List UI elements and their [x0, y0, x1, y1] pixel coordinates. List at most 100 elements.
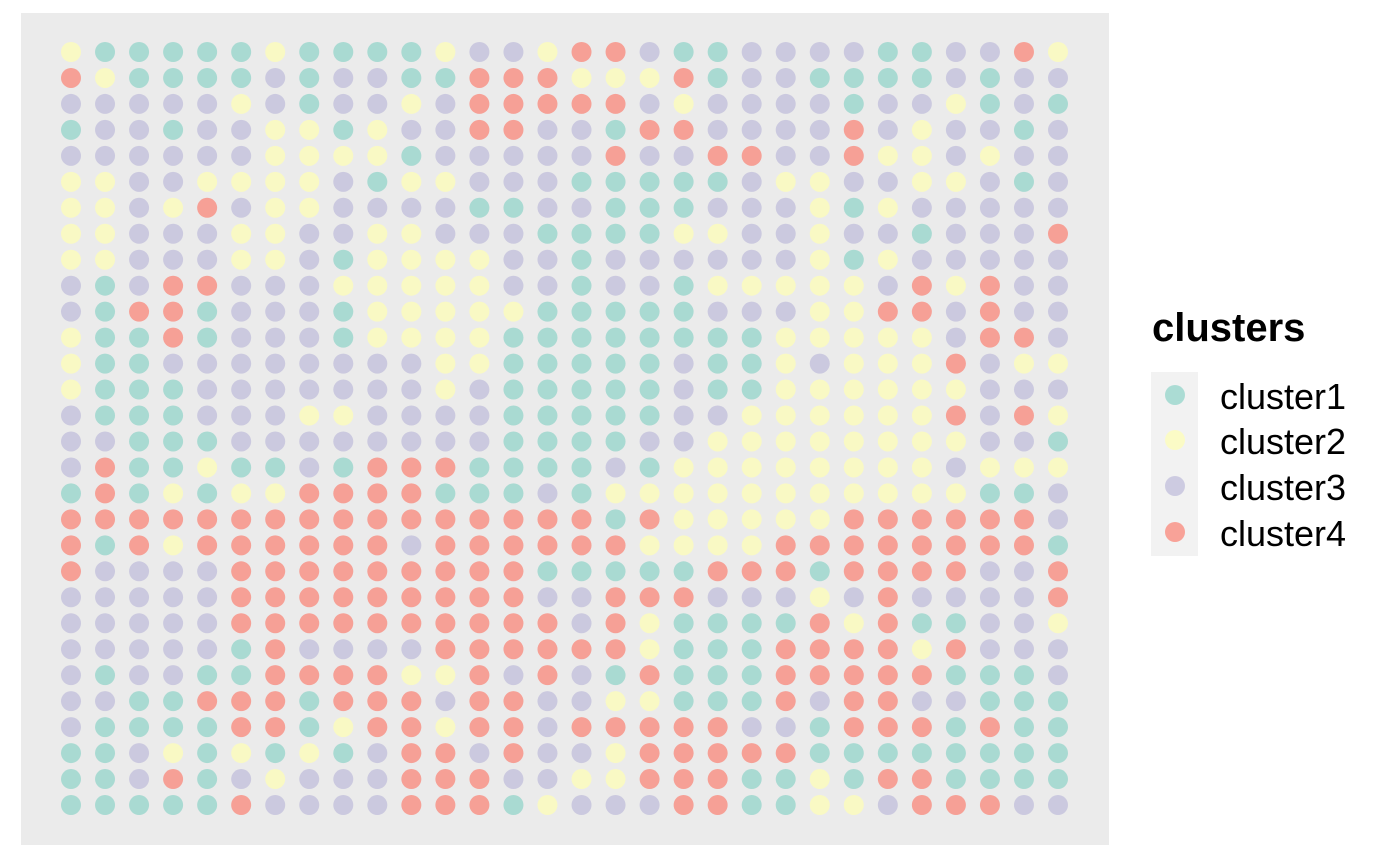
- spot-point-cluster3: [333, 431, 354, 452]
- spot-point-cluster4: [1013, 42, 1034, 62]
- spot-point-cluster4: [843, 561, 864, 582]
- spot-point-cluster3: [945, 457, 966, 478]
- spot-point-cluster3: [61, 717, 81, 738]
- spot-point-cluster3: [95, 145, 116, 166]
- spot-point-cluster1: [129, 42, 150, 62]
- spot-point-cluster3: [775, 67, 796, 88]
- spot-point-cluster3: [95, 587, 116, 608]
- spot-point-cluster4: [469, 119, 490, 140]
- spot-point-cluster1: [503, 353, 524, 374]
- spot-point-cluster2: [401, 249, 422, 270]
- spot-point-cluster4: [673, 743, 694, 764]
- spot-point-cluster2: [639, 639, 660, 660]
- spot-point-cluster2: [843, 483, 864, 504]
- spot-point-cluster2: [265, 42, 286, 62]
- spot-point-cluster4: [911, 717, 932, 738]
- spot-point-cluster4: [571, 639, 592, 660]
- spot-point-cluster2: [809, 483, 830, 504]
- spot-point-cluster1: [537, 457, 558, 478]
- spot-point-cluster2: [435, 249, 456, 270]
- spot-point-cluster3: [129, 665, 150, 686]
- spot-point-cluster4: [435, 561, 456, 582]
- spot-point-cluster3: [979, 379, 1000, 400]
- spot-point-cluster3: [911, 249, 932, 270]
- spot-point-cluster3: [61, 639, 81, 660]
- spot-point-cluster4: [231, 717, 252, 738]
- spot-point-cluster4: [435, 639, 456, 660]
- spot-point-cluster3: [775, 587, 796, 608]
- spot-point-cluster4: [163, 275, 184, 296]
- spot-point-cluster1: [707, 379, 728, 400]
- spot-point-cluster4: [741, 743, 762, 764]
- spot-point-cluster4: [741, 145, 762, 166]
- spot-point-cluster4: [775, 535, 796, 556]
- spot-point-cluster3: [95, 639, 116, 660]
- spot-point-cluster2: [673, 93, 694, 114]
- spot-point-cluster1: [605, 171, 626, 192]
- spot-point-cluster3: [333, 223, 354, 244]
- spot-point-cluster2: [673, 223, 694, 244]
- spot-point-cluster2: [299, 197, 320, 218]
- spot-point-cluster3: [605, 275, 626, 296]
- spot-point-cluster4: [877, 769, 898, 790]
- spot-point-cluster3: [435, 405, 456, 426]
- spot-point-cluster3: [231, 301, 252, 322]
- spot-point-cluster2: [367, 327, 388, 348]
- spot-point-cluster2: [503, 301, 524, 322]
- spot-point-cluster4: [775, 665, 796, 686]
- spot-point-cluster3: [333, 67, 354, 88]
- spot-point-cluster2: [401, 275, 422, 296]
- spot-point-cluster3: [775, 93, 796, 114]
- spot-point-cluster1: [707, 42, 728, 62]
- spot-point-cluster1: [1048, 691, 1068, 712]
- spot-point-cluster3: [61, 275, 81, 296]
- spot-point-cluster4: [333, 535, 354, 556]
- spot-point-cluster3: [537, 483, 558, 504]
- spot-point-cluster4: [469, 509, 490, 530]
- spot-point-cluster4: [401, 717, 422, 738]
- spot-point-cluster1: [571, 327, 592, 348]
- spot-point-cluster3: [197, 223, 218, 244]
- spot-point-cluster1: [61, 795, 81, 815]
- spot-point-cluster3: [163, 145, 184, 166]
- spot-point-cluster4: [333, 613, 354, 634]
- spot-point-cluster3: [503, 665, 524, 686]
- spot-point-cluster1: [775, 613, 796, 634]
- spot-point-cluster1: [1013, 171, 1034, 192]
- spot-point-cluster4: [673, 795, 694, 815]
- spot-point-cluster4: [911, 301, 932, 322]
- spot-point-cluster1: [537, 327, 558, 348]
- spot-point-cluster1: [163, 67, 184, 88]
- spot-point-cluster1: [707, 171, 728, 192]
- spot-point-cluster3: [95, 561, 116, 582]
- spot-point-cluster1: [639, 561, 660, 582]
- spot-point-cluster2: [741, 275, 762, 296]
- spot-point-cluster1: [129, 483, 150, 504]
- spot-point-cluster3: [401, 639, 422, 660]
- spot-point-cluster1: [197, 327, 218, 348]
- spot-point-cluster2: [843, 457, 864, 478]
- spot-point-cluster3: [945, 327, 966, 348]
- spot-point-cluster4: [197, 535, 218, 556]
- spot-point-cluster3: [197, 93, 218, 114]
- spot-point-cluster4: [911, 665, 932, 686]
- spot-point-cluster2: [979, 145, 1000, 166]
- spot-point-cluster1: [129, 691, 150, 712]
- spot-point-cluster1: [95, 743, 116, 764]
- spot-point-cluster3: [639, 145, 660, 166]
- spot-point-cluster4: [401, 457, 422, 478]
- spot-point-cluster2: [61, 379, 81, 400]
- spot-point-cluster3: [197, 145, 218, 166]
- spot-point-cluster1: [197, 769, 218, 790]
- spot-point-cluster4: [197, 275, 218, 296]
- spot-point-cluster3: [537, 587, 558, 608]
- spot-point-cluster4: [571, 42, 592, 62]
- spot-point-cluster1: [673, 171, 694, 192]
- spot-point-cluster2: [843, 431, 864, 452]
- spot-point-cluster1: [95, 327, 116, 348]
- spot-point-cluster1: [129, 795, 150, 815]
- spot-point-cluster2: [741, 405, 762, 426]
- spot-point-cluster4: [775, 691, 796, 712]
- legend-label-cluster4: cluster4: [1220, 513, 1346, 554]
- spot-point-cluster4: [401, 483, 422, 504]
